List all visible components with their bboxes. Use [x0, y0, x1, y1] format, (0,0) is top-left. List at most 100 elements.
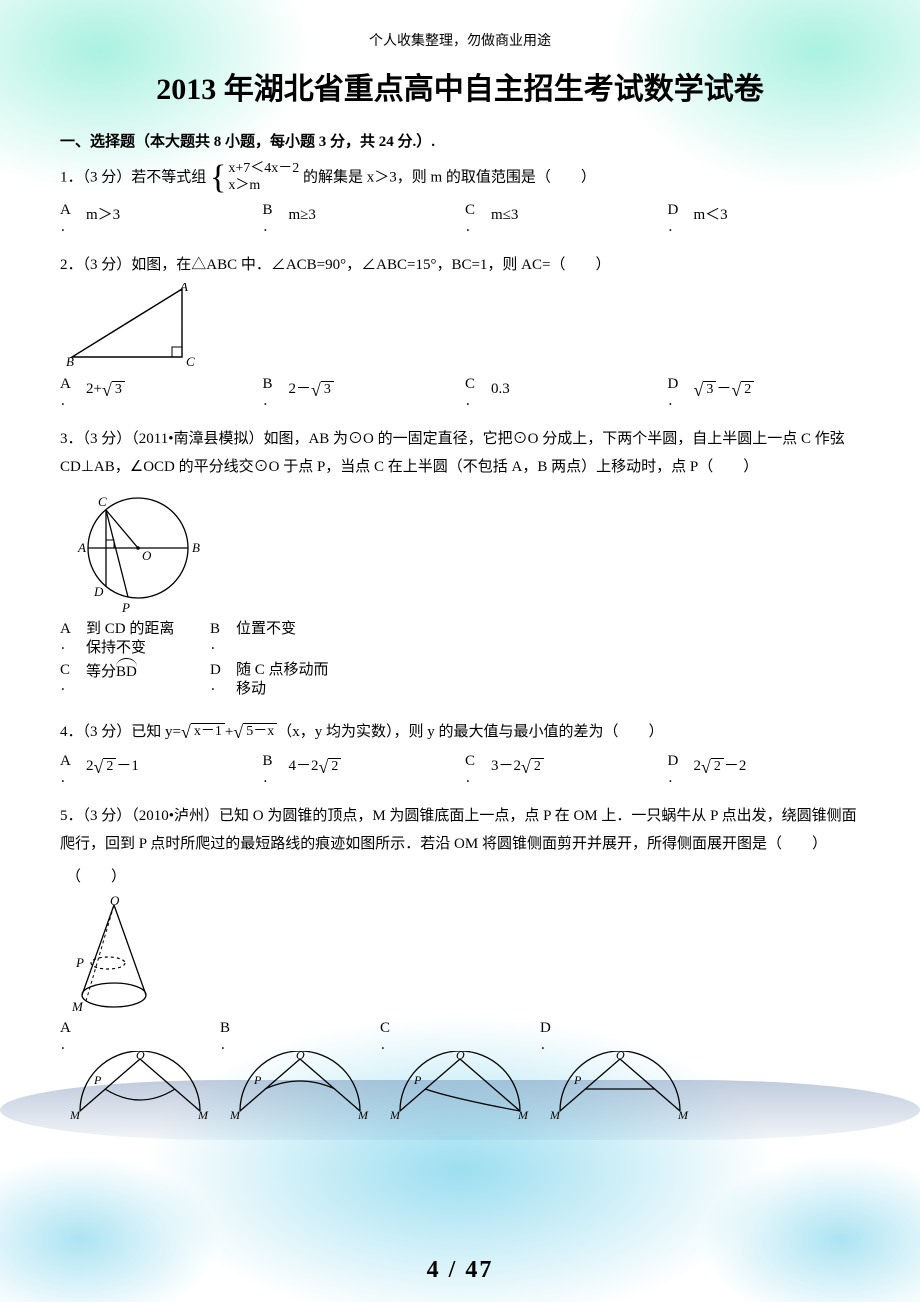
- q5-opt-c: C． O P M M: [380, 1019, 530, 1121]
- q1-sys-row2: x＞m: [228, 178, 299, 195]
- q1-post: 的解集是 x＞3，则 m 的取值范围是（ ）: [303, 169, 596, 185]
- q2-options: A． 2+√3 B． 2－√3 C． 0.3 D． √3－√2: [60, 375, 860, 407]
- sqrt-icon: √2: [731, 381, 754, 399]
- question-4: 4．（3 分）已知 y=√x－1+√5－x（x，y 均为实数），则 y 的最大值…: [60, 718, 860, 784]
- arc-bd: BD: [116, 661, 137, 683]
- q4-a-post: －1: [116, 758, 139, 774]
- svg-text:A: A: [179, 283, 188, 294]
- q3-stem: 3．（3 分）（2011•南漳县模拟）如图，AB 为⊙O 的一固定直径，它把⊙O…: [60, 425, 860, 482]
- q2-d-mid: －: [716, 381, 731, 397]
- q1-opt-b-val: m≥3: [289, 201, 316, 230]
- triangle-icon: B C A: [66, 283, 206, 369]
- cone-icon: O P M: [66, 895, 166, 1015]
- circle-diagram-icon: A B O C D P: [66, 486, 216, 616]
- q3-a-l1: 到 CD 的距离: [86, 620, 174, 640]
- sqrt-icon: √2: [94, 758, 117, 776]
- q3-c-pre: 等分: [86, 664, 116, 680]
- q2-b-pre: 2－: [289, 381, 312, 397]
- q2-a-pre: 2+: [86, 381, 102, 397]
- q2-opt-b: B． 2－√3: [263, 375, 456, 407]
- q2-opt-a: A． 2+√3: [60, 375, 253, 407]
- q4-a-pre: 2: [86, 758, 94, 774]
- sqrt-icon: √5－x: [233, 723, 277, 741]
- q1-sys-row1: x+7＜4x－2: [228, 161, 299, 178]
- svg-text:O: O: [136, 1051, 145, 1062]
- svg-text:M: M: [517, 1108, 529, 1121]
- q3-options: A． 到 CD 的距离保持不变 B． 位置不变 C． 等分BD D． 随 C 点…: [60, 620, 860, 700]
- section-heading: 一、选择题（本大题共 8 小题，每小题 3 分，共 24 分.）.: [60, 130, 860, 151]
- svg-text:C: C: [98, 494, 107, 509]
- sqrt-icon: √2: [319, 758, 342, 776]
- svg-text:M: M: [677, 1108, 689, 1121]
- sqrt-icon: √3: [102, 381, 125, 399]
- svg-text:P: P: [93, 1073, 102, 1087]
- q4-stem: 4．（3 分）已知 y=√x－1+√5－x（x，y 均为实数），则 y 的最大值…: [60, 718, 860, 747]
- sector-c-icon: O P M M: [380, 1051, 530, 1121]
- q3-opt-b: B． 位置不变: [210, 620, 380, 659]
- q4-opt-a: A． 2√2－1: [60, 752, 253, 784]
- q4-pre: 4．（3 分）已知 y=: [60, 724, 181, 740]
- svg-text:M: M: [71, 999, 84, 1014]
- svg-text:O: O: [142, 548, 152, 563]
- question-3: 3．（3 分）（2011•南漳县模拟）如图，AB 为⊙O 的一固定直径，它把⊙O…: [60, 425, 860, 700]
- svg-text:P: P: [253, 1073, 262, 1087]
- q4-opt-d: D． 2√2－2: [668, 752, 861, 784]
- svg-text:M: M: [197, 1108, 209, 1121]
- sqrt-icon: √x－1: [181, 723, 225, 741]
- svg-text:O: O: [616, 1051, 625, 1062]
- svg-text:A: A: [77, 540, 86, 555]
- q1-system: { x+7＜4x－2 x＞m: [210, 161, 299, 195]
- svg-text:O: O: [296, 1051, 305, 1062]
- q1-pre: 1．（3 分）若不等式组: [60, 169, 206, 185]
- svg-text:D: D: [93, 584, 104, 599]
- q3-a-l2: 保持不变: [86, 639, 174, 659]
- brace-icon: {: [210, 161, 226, 195]
- q1-opt-d-val: m＜3: [694, 201, 728, 230]
- q3-d-l2: 移动: [236, 680, 329, 700]
- svg-text:P: P: [413, 1073, 422, 1087]
- q4-d-pre: 2: [694, 758, 702, 774]
- q5-stem: 5．（3 分）（2010•泸州）已知 O 为圆锥的顶点，M 为圆锥底面上一点，点…: [60, 802, 860, 859]
- q3-opt-a: A． 到 CD 的距离保持不变: [60, 620, 210, 659]
- q5-options: A． O P M M B．: [60, 1019, 860, 1121]
- q2-figure: B C A: [66, 283, 860, 369]
- page-title: 2013 年湖北省重点高中自主招生考试数学试卷: [60, 64, 860, 108]
- sqrt-icon: √2: [521, 758, 544, 776]
- svg-text:C: C: [186, 354, 195, 369]
- sector-d-icon: O P M M: [540, 1051, 690, 1121]
- q3-opt-c: C． 等分BD: [60, 661, 210, 700]
- sqrt-icon: √2: [701, 758, 724, 776]
- svg-text:P: P: [75, 955, 84, 970]
- q4-opt-c: C． 3－2√2: [465, 752, 658, 784]
- page-number: 4 / 47: [0, 1257, 920, 1284]
- svg-text:P: P: [121, 600, 130, 615]
- svg-text:O: O: [110, 895, 120, 908]
- q4-opt-b: B． 4－2√2: [263, 752, 456, 784]
- q2-opt-d: D． √3－√2: [668, 375, 861, 407]
- header-note: 个人收集整理，勿做商业用途: [60, 30, 860, 50]
- svg-text:B: B: [66, 354, 74, 369]
- q3-opt-d: D． 随 C 点移动而移动: [210, 661, 380, 700]
- question-2: 2．（3 分）如图，在△ABC 中．∠ACB=90°，∠ABC=15°，BC=1…: [60, 251, 860, 407]
- q5-blank: （ ）: [66, 863, 860, 892]
- q2-c-val: 0.3: [491, 375, 510, 404]
- q5-opt-b: B． O P M M: [220, 1019, 370, 1121]
- sector-a-icon: O P M M: [60, 1051, 210, 1121]
- svg-text:M: M: [389, 1108, 401, 1121]
- svg-text:O: O: [456, 1051, 465, 1062]
- q1-opt-a-val: m＞3: [86, 201, 120, 230]
- q2-opt-c: C． 0.3: [465, 375, 658, 407]
- q4-plus: +: [225, 724, 233, 740]
- q3-figure: A B O C D P: [66, 486, 860, 616]
- svg-text:M: M: [229, 1108, 241, 1121]
- question-5: 5．（3 分）（2010•泸州）已知 O 为圆锥的顶点，M 为圆锥底面上一点，点…: [60, 802, 860, 1121]
- sqrt-icon: √3: [694, 381, 717, 399]
- svg-text:M: M: [69, 1108, 81, 1121]
- q1-opt-c: C． m≤3: [465, 201, 658, 233]
- question-1: 1．（3 分）若不等式组 { x+7＜4x－2 x＞m 的解集是 x＞3，则 m…: [60, 161, 860, 233]
- q5-opt-d: D． O P M M: [540, 1019, 690, 1121]
- q5-opt-a: A． O P M M: [60, 1019, 210, 1121]
- q1-opt-a: A． m＞3: [60, 201, 253, 233]
- svg-text:B: B: [192, 540, 200, 555]
- q1-stem: 1．（3 分）若不等式组 { x+7＜4x－2 x＞m 的解集是 x＞3，则 m…: [60, 161, 860, 195]
